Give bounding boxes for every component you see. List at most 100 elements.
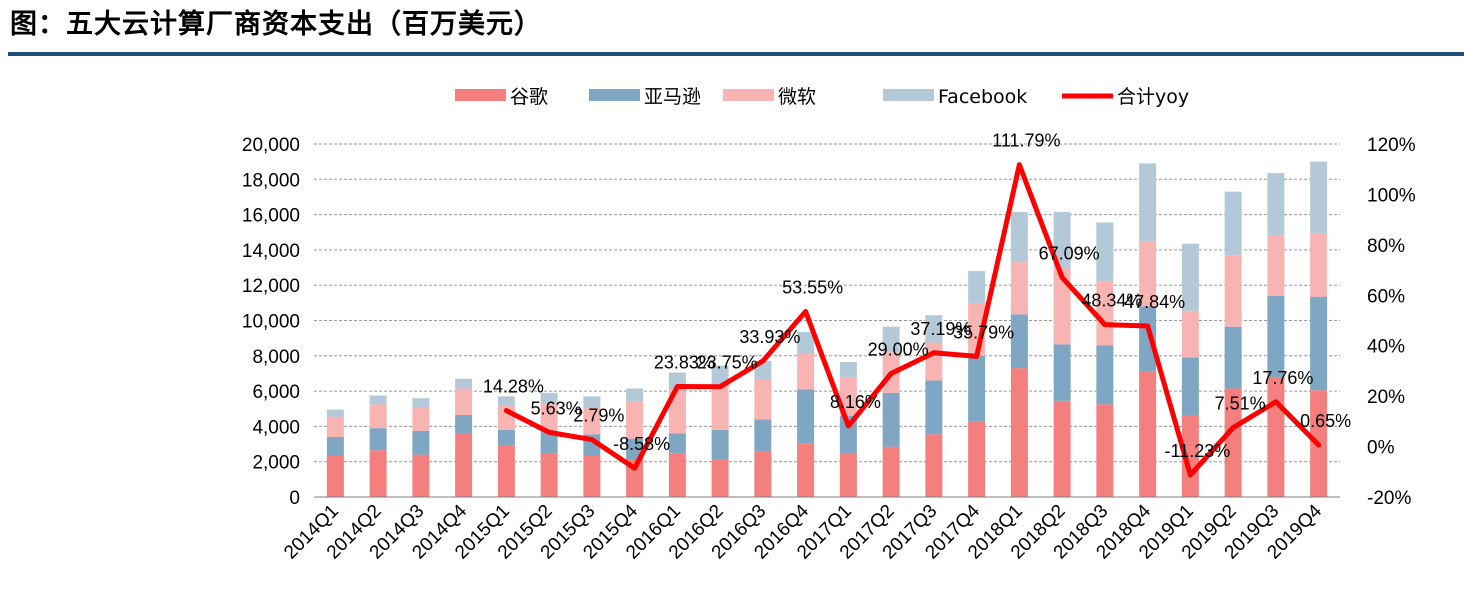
y-left-tick-label: 14,000 bbox=[242, 241, 300, 262]
facebook-bar bbox=[1224, 191, 1242, 256]
google-bar bbox=[540, 452, 558, 497]
microsoft-bar bbox=[711, 384, 729, 430]
yoy-data-label: 67.09% bbox=[1039, 243, 1100, 263]
legend-swatch-microsoft bbox=[723, 89, 774, 101]
legend-swatch-amazon bbox=[589, 89, 640, 101]
amazon-bar bbox=[1224, 326, 1242, 389]
yoy-data-label: 2.79% bbox=[573, 406, 624, 426]
microsoft-bar bbox=[412, 407, 430, 431]
y-right-tick-label: 0% bbox=[1367, 438, 1395, 459]
legend-swatch-google bbox=[455, 89, 506, 101]
amazon-bar bbox=[882, 392, 900, 447]
microsoft-bar bbox=[668, 389, 686, 434]
amazon-bar bbox=[626, 438, 644, 460]
yoy-data-label: 0.65% bbox=[1300, 411, 1351, 431]
y-left-tick-label: 20,000 bbox=[242, 135, 300, 156]
google-bar bbox=[797, 443, 815, 497]
amazon-bar bbox=[925, 380, 943, 435]
y-right-tick-label: 60% bbox=[1367, 286, 1405, 307]
y-left-tick-label: 18,000 bbox=[242, 170, 300, 191]
facebook-bar bbox=[1096, 222, 1114, 282]
y-left-tick-label: 0 bbox=[289, 488, 300, 509]
microsoft-bar bbox=[1139, 241, 1157, 307]
yoy-data-label: 37.19% bbox=[910, 319, 971, 339]
amazon-bar bbox=[968, 355, 986, 422]
yoy-data-label: 53.55% bbox=[782, 278, 843, 298]
google-bar bbox=[1053, 400, 1071, 497]
facebook-bar bbox=[925, 315, 943, 343]
google-bar bbox=[968, 421, 986, 497]
yoy-data-label: 33.93% bbox=[739, 327, 800, 347]
amazon-bar bbox=[1267, 295, 1285, 378]
page-title: 图：五大云计算厂商资本支出（百万美元） bbox=[10, 9, 542, 40]
title-rule bbox=[8, 52, 1464, 56]
legend-label: 亚马逊 bbox=[644, 86, 701, 108]
microsoft-bar bbox=[754, 379, 772, 420]
yoy-data-label: 29.00% bbox=[868, 339, 929, 359]
legend-label: 微软 bbox=[778, 86, 816, 108]
microsoft-bar bbox=[1310, 233, 1328, 297]
google-bar bbox=[1224, 388, 1242, 497]
amazon-bar bbox=[754, 419, 772, 452]
amazon-bar bbox=[412, 430, 430, 455]
yoy-data-label: 23.75% bbox=[697, 353, 758, 373]
google-bar bbox=[369, 450, 387, 497]
amazon-bar bbox=[455, 414, 473, 434]
amazon-bar bbox=[1181, 357, 1199, 415]
facebook-bar bbox=[797, 331, 815, 355]
google-bar bbox=[1181, 414, 1199, 497]
facebook-bar bbox=[497, 396, 515, 407]
yoy-data-label: 14.28% bbox=[483, 377, 544, 397]
y-left-tick-label: 2,000 bbox=[252, 453, 300, 474]
amazon-bar bbox=[839, 415, 857, 453]
facebook-bar bbox=[882, 326, 900, 353]
y-right-tick-label: 120% bbox=[1367, 135, 1416, 156]
yoy-data-label: 5.63% bbox=[531, 398, 582, 418]
amazon-bar bbox=[1096, 345, 1114, 405]
microsoft-bar bbox=[326, 416, 344, 437]
y-left-tick-label: 16,000 bbox=[242, 206, 300, 227]
yoy-data-label: 47.84% bbox=[1124, 292, 1185, 312]
grid-layer bbox=[314, 143, 1340, 463]
yoy-data-label: -11.23% bbox=[1165, 441, 1231, 461]
amazon-bar bbox=[1139, 306, 1157, 372]
facebook-bar bbox=[1010, 211, 1028, 263]
microsoft-bar bbox=[1096, 281, 1114, 346]
microsoft-bar bbox=[455, 388, 473, 415]
google-bar bbox=[326, 455, 344, 497]
microsoft-bar bbox=[540, 403, 558, 432]
yoy-data-label: 8.16% bbox=[830, 392, 881, 412]
legend-label: 谷歌 bbox=[510, 86, 548, 108]
amazon-bar bbox=[668, 433, 686, 454]
google-bar bbox=[1139, 371, 1157, 497]
legend: 谷歌 亚马逊 微软 Facebook 合计yoy bbox=[455, 86, 1189, 108]
google-bar bbox=[1267, 377, 1285, 497]
google-bar bbox=[839, 452, 857, 497]
facebook-bar bbox=[369, 395, 387, 405]
google-bar bbox=[754, 451, 772, 497]
facebook-bar bbox=[455, 378, 473, 389]
facebook-bar bbox=[412, 398, 430, 408]
yoy-line-layer bbox=[503, 162, 1322, 478]
facebook-bar bbox=[839, 361, 857, 377]
bars-layer bbox=[326, 161, 1328, 497]
microsoft-bar bbox=[1053, 268, 1071, 345]
y-left-tick-label: 8,000 bbox=[252, 347, 300, 368]
amazon-bar bbox=[797, 389, 815, 444]
yoy-data-label: 35.79% bbox=[953, 322, 1014, 342]
google-bar bbox=[583, 455, 601, 497]
google-bar bbox=[1010, 368, 1028, 497]
amazon-bar bbox=[540, 431, 558, 453]
facebook-bar bbox=[1053, 211, 1071, 269]
facebook-bar bbox=[1267, 173, 1285, 235]
facebook-bar bbox=[326, 409, 344, 417]
microsoft-bar bbox=[369, 404, 387, 429]
amazon-bar bbox=[326, 436, 344, 456]
facebook-bar bbox=[1310, 161, 1328, 234]
amazon-bar bbox=[1053, 344, 1071, 401]
y-right-tick-label: -20% bbox=[1367, 488, 1411, 509]
google-bar bbox=[412, 454, 430, 497]
y-left-tick-label: 12,000 bbox=[242, 276, 300, 297]
google-bar bbox=[711, 459, 729, 497]
